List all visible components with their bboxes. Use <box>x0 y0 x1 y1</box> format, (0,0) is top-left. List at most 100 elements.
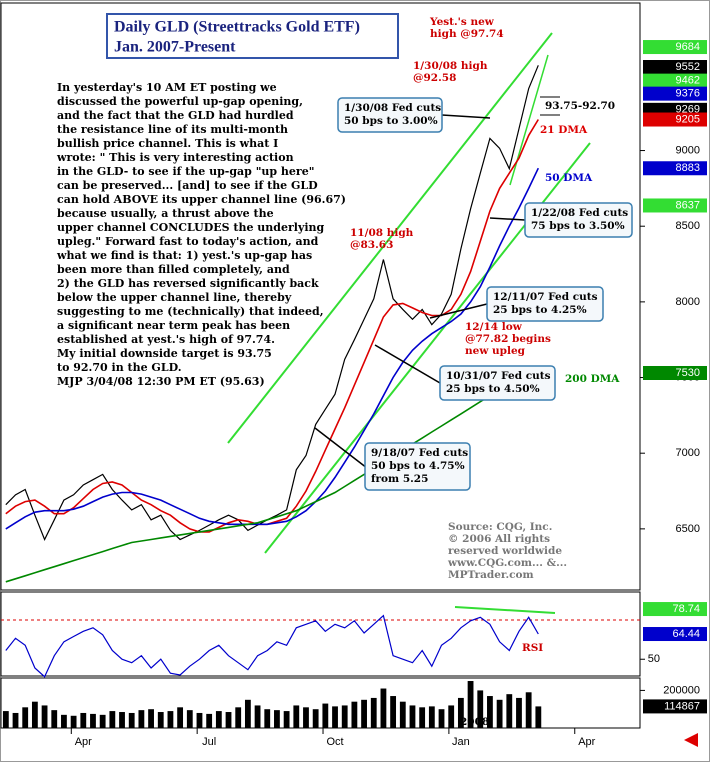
annotation-text: 1/30/08 Fed cuts <box>344 102 441 114</box>
value-marker-label: 78.74 <box>672 603 700 615</box>
volume-bar <box>448 705 455 728</box>
value-marker-label: 64.44 <box>672 628 700 640</box>
series-label: 200 DMA <box>565 373 620 385</box>
volume-bar <box>215 711 222 728</box>
annotation-text: 50 bps to 3.00% <box>344 115 438 127</box>
value-marker-label: 9205 <box>676 113 700 125</box>
commentary-line: been more than filled completely, and <box>57 263 290 276</box>
note-text: 2008 <box>460 716 489 728</box>
commentary-line: My initial downside target is 93.75 <box>57 347 272 360</box>
y-tick-label: 9000 <box>676 144 700 156</box>
volume-bar <box>477 690 484 728</box>
y-tick-label: 8500 <box>676 220 700 232</box>
value-marker-label: 7530 <box>676 367 700 379</box>
note-text: Source: CQG, Inc. <box>448 521 552 533</box>
value-marker-label: 9684 <box>676 41 700 53</box>
commentary-line: bullish price channel. This is what I <box>57 137 278 150</box>
y-tick-label: 8000 <box>676 296 700 308</box>
value-marker <box>643 73 707 88</box>
commentary-line: established at yest.'s high of 97.74. <box>57 333 275 346</box>
value-marker <box>643 365 707 380</box>
value-marker <box>643 112 707 127</box>
volume-bar <box>370 697 377 728</box>
volume-bar <box>80 712 87 728</box>
annotation-box <box>439 365 556 401</box>
value-marker <box>643 86 707 101</box>
note-text: © 2006 All rights <box>448 533 550 545</box>
note-text: @83.63 <box>350 239 393 251</box>
volume-bar <box>264 709 271 728</box>
annotation-arrow <box>489 217 526 221</box>
value-marker <box>643 627 707 642</box>
volume-bar <box>138 710 145 728</box>
annotation-arrow <box>441 114 491 119</box>
note-text: Yest.'s new <box>429 16 495 28</box>
commentary-line: in the GLD- to see if the up-gap "up her… <box>57 165 314 178</box>
volume-bar <box>274 710 280 728</box>
commentary-line: can hold ABOVE its upper channel line (9… <box>57 193 346 206</box>
volume-bar <box>535 706 542 728</box>
annotation-text: 9/18/07 Fed cuts <box>371 447 468 459</box>
commentary-line: to 92.70 in the GLD. <box>57 361 182 374</box>
volume-bar <box>361 699 367 728</box>
volume-bar <box>2 711 9 728</box>
volume-bar <box>119 712 125 728</box>
series-line <box>5 372 539 583</box>
value-marker <box>643 699 707 714</box>
volume-bar <box>438 709 445 728</box>
volume-bar <box>409 705 416 728</box>
volume-bar <box>467 681 474 728</box>
value-marker-label: 8883 <box>676 162 700 174</box>
value-marker <box>643 602 707 617</box>
volume-bar <box>487 696 493 728</box>
note-text: 93.75-92.70 <box>545 100 615 112</box>
annotation-box <box>364 442 471 491</box>
note-text: 1/30/08 high <box>413 60 488 72</box>
commentary-line: below the upper channel line, thereby <box>57 291 292 304</box>
value-marker <box>643 161 707 176</box>
volume-bar <box>332 706 338 728</box>
note-text: www.CQG.com... &... <box>447 557 567 569</box>
volume-bar <box>399 701 406 728</box>
note-text: @92.58 <box>413 72 456 84</box>
volume-bar <box>196 712 203 728</box>
volume-bar <box>341 705 348 728</box>
commentary-line: what we find is that: 1) yest.'s up-gap … <box>56 249 312 262</box>
volume-bar <box>516 697 522 728</box>
volume-bar <box>283 711 290 728</box>
volume-bar <box>428 706 435 728</box>
volume-bar <box>177 707 184 728</box>
volume-bar <box>109 711 116 728</box>
annotation-text: from 5.25 <box>371 473 428 485</box>
y-tick-label: 50 <box>648 653 660 665</box>
commentary-line: wrote: " This is very interesting action <box>56 151 294 164</box>
commentary-line: upper channel CONCLUDES the underlying <box>57 221 325 234</box>
volume-bar <box>186 710 193 728</box>
volume-bar <box>380 688 387 728</box>
commentary-line: can be preserved... [and] to see if the … <box>57 179 318 192</box>
annotation-arrow <box>374 344 441 384</box>
volume-bar <box>61 714 67 728</box>
commentary-line: MJP 3/04/08 12:30 PM ET (95.63) <box>57 375 265 388</box>
scroll-arrow <box>684 733 698 747</box>
commentary-line: the resistance line of its multi-month <box>57 123 288 136</box>
note-text: high @97.74 <box>430 28 504 40</box>
annotation-box <box>524 202 633 238</box>
volume-bar <box>206 713 213 728</box>
volume-bar <box>90 713 96 728</box>
commentary-line: upleg." Forward fast to today's action, … <box>57 235 319 248</box>
value-marker <box>643 40 707 55</box>
annotation-box <box>486 286 604 322</box>
title-box <box>106 13 399 59</box>
chart-subtitle: Jan. 2007-Present <box>114 39 236 56</box>
value-marker-label: 9462 <box>676 75 700 87</box>
series-label: 50 DMA <box>545 172 593 184</box>
volume-bar <box>41 705 48 728</box>
volume-bar <box>157 712 164 728</box>
note-text: new upleg <box>465 345 526 357</box>
value-marker-label: 8637 <box>676 199 700 211</box>
volume-bar <box>70 715 77 728</box>
commentary-line: a significant near term peak has been <box>57 319 290 332</box>
note-text: 11/08 high <box>350 227 414 239</box>
